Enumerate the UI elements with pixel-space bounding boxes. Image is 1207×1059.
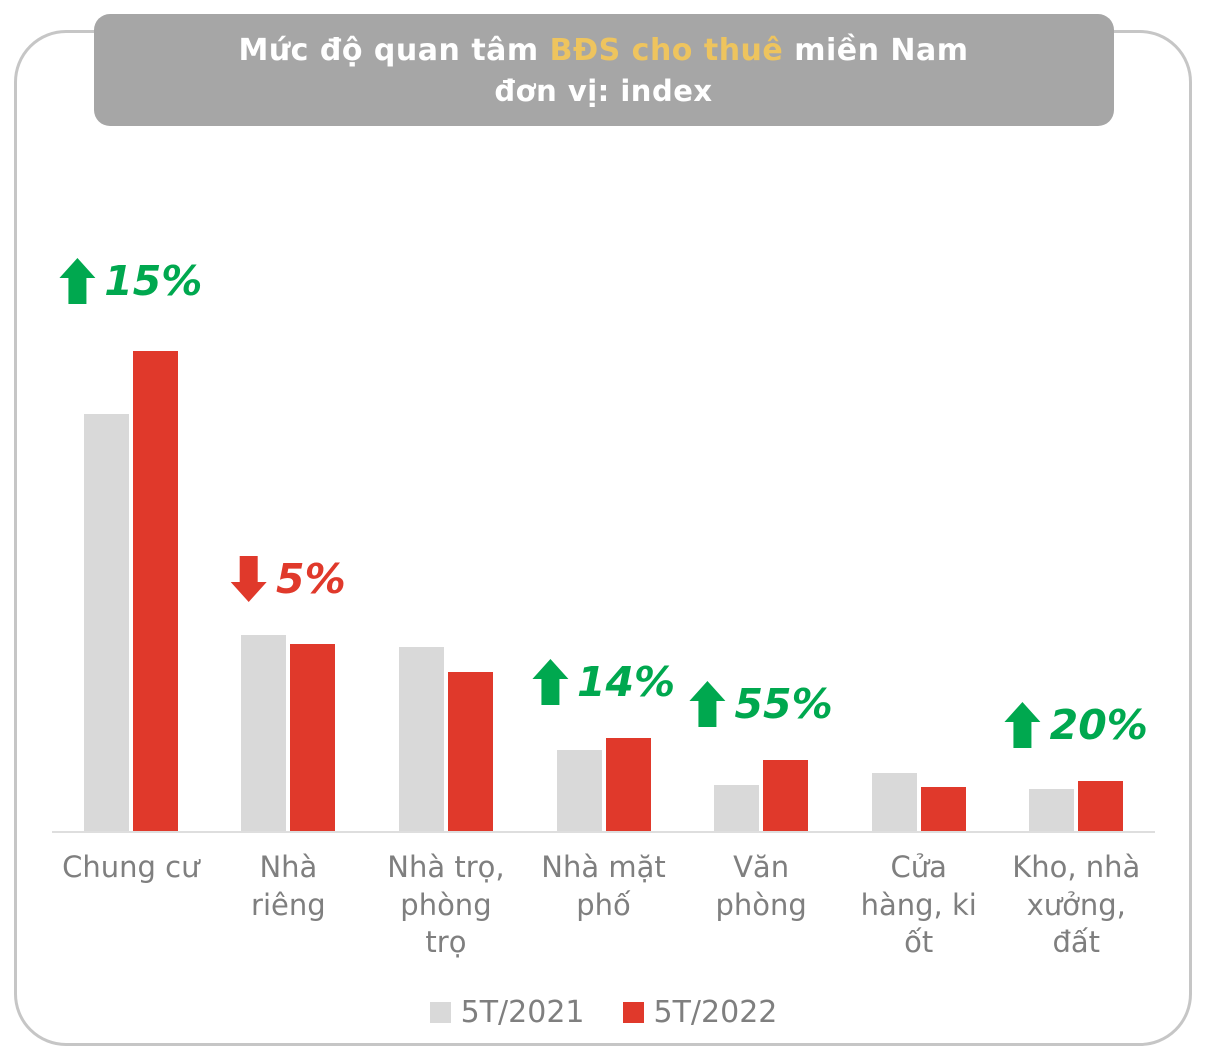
change-annotation: 14% bbox=[531, 658, 676, 707]
legend-label: 5T/2021 bbox=[460, 995, 585, 1030]
category-labels: Chung cư Nhà riêng Nhà trọ, phòng trọ Nhà m… bbox=[52, 849, 1155, 962]
bar-5T/2021 bbox=[714, 785, 760, 831]
category-label: Chung cư bbox=[62, 850, 200, 884]
up-arrow-icon bbox=[1004, 701, 1041, 748]
legend-item: 5T/2021 bbox=[429, 995, 585, 1030]
bar-5T/2021 bbox=[1029, 789, 1075, 831]
chart-header: Mức độ quan tâm BĐS cho thuê miền Nam đơ… bbox=[93, 14, 1114, 126]
legend: 5T/2021 5T/2022 bbox=[0, 995, 1207, 1030]
legend-swatch bbox=[622, 1002, 644, 1023]
category-label: Nhà riêng bbox=[251, 850, 326, 922]
change-annotation: 20% bbox=[1004, 700, 1148, 749]
bar-5T/2022 bbox=[920, 787, 966, 831]
category-label: Văn phòng bbox=[715, 850, 807, 922]
chart-subtitle: đơn vị: index bbox=[494, 73, 713, 108]
bar-5T/2021 bbox=[556, 749, 602, 831]
category-label: Cửa hàng, ki ốt bbox=[860, 850, 977, 960]
bar-group: 5% bbox=[210, 353, 368, 831]
change-annotation: 55% bbox=[689, 680, 833, 729]
annotation-label: 15% bbox=[104, 257, 203, 305]
annotation-label: 5% bbox=[276, 554, 346, 603]
bar-group bbox=[840, 353, 998, 831]
bar-5T/2021 bbox=[241, 634, 287, 831]
up-arrow-icon bbox=[531, 659, 568, 706]
legend-item: 5T/2022 bbox=[622, 995, 778, 1030]
chart-title-highlight: BĐS cho thuê bbox=[549, 33, 784, 68]
bar-group bbox=[367, 353, 525, 831]
category-label: Nhà mặt phố bbox=[541, 850, 666, 922]
legend-label: 5T/2022 bbox=[653, 995, 778, 1030]
bar-5T/2021 bbox=[83, 413, 129, 831]
bar-5T/2022 bbox=[447, 672, 493, 831]
bar-5T/2021 bbox=[871, 772, 917, 831]
bar-group: 20% bbox=[997, 353, 1155, 831]
change-annotation: 15% bbox=[59, 257, 202, 305]
bar-group: 14% bbox=[525, 353, 683, 831]
bar-group: 15% bbox=[52, 257, 210, 831]
category-label: Nhà trọ, phòng trọ bbox=[387, 850, 505, 960]
chart-title-pre: Mức độ quan tâm bbox=[238, 33, 550, 68]
chart-card bbox=[14, 30, 1192, 1046]
bar-5T/2022 bbox=[290, 644, 336, 831]
chart-title: Mức độ quan tâm BĐS cho thuê miền Nam bbox=[104, 31, 1104, 72]
up-arrow-icon bbox=[689, 681, 726, 728]
category-label: Kho, nhà xưởng, đất bbox=[1012, 850, 1141, 960]
plot-area: 15% 5% 14% 55% 20% bbox=[52, 257, 1155, 833]
bar-5T/2022 bbox=[763, 760, 809, 831]
annotation-label: 14% bbox=[576, 658, 676, 707]
down-arrow-icon bbox=[231, 555, 268, 602]
up-arrow-icon bbox=[59, 258, 96, 304]
bar-5T/2022 bbox=[132, 351, 178, 831]
legend-swatch bbox=[429, 1002, 451, 1023]
bar-5T/2022 bbox=[1078, 780, 1124, 831]
bar-5T/2022 bbox=[605, 738, 651, 831]
chart-title-post: miền Nam bbox=[783, 33, 969, 68]
annotation-label: 20% bbox=[1049, 700, 1148, 749]
bar-5T/2021 bbox=[398, 647, 444, 831]
annotation-label: 55% bbox=[734, 680, 833, 729]
change-annotation: 5% bbox=[231, 555, 346, 603]
bar-group: 55% bbox=[682, 353, 840, 831]
